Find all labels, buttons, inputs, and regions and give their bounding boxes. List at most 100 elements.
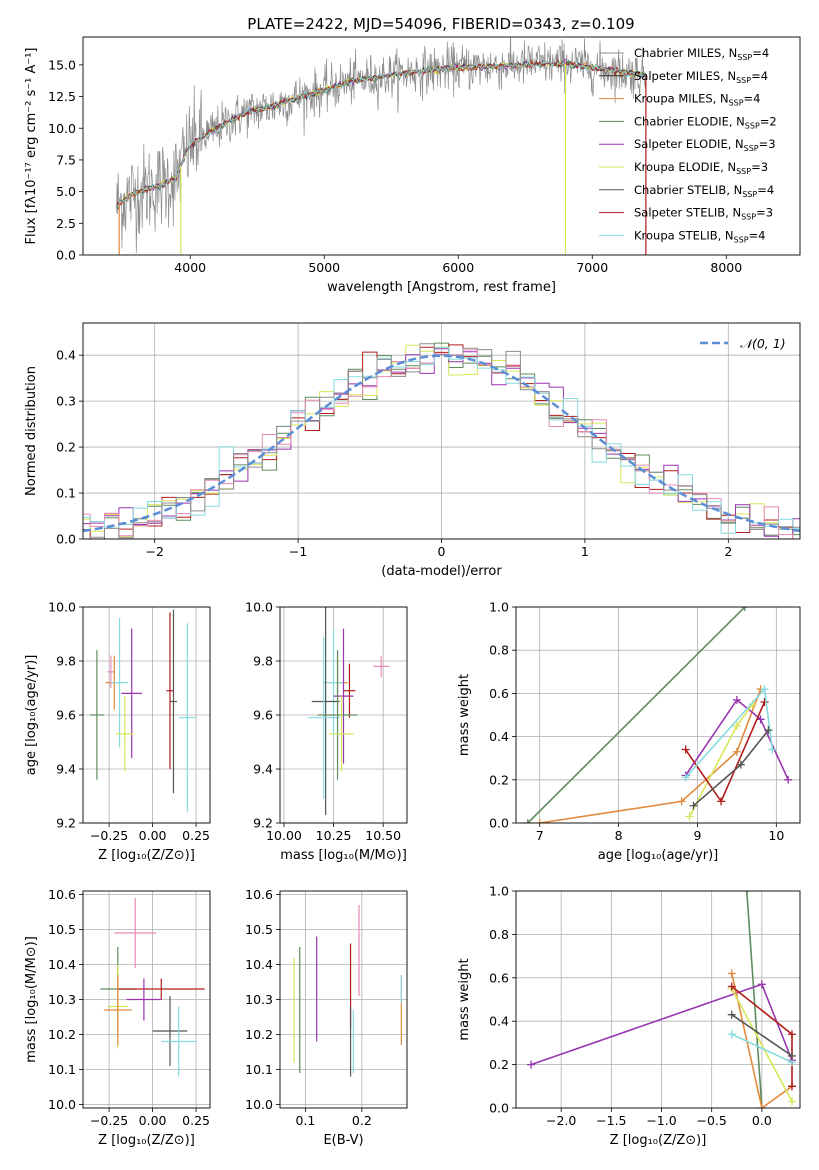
axes-frame <box>82 322 801 540</box>
x-tick-label: −1.5 <box>596 1113 626 1128</box>
y-tick-label: 0.0 <box>489 816 509 831</box>
weight-marker <box>732 747 741 756</box>
x-tick-label: 0.25 <box>182 1113 210 1128</box>
weight-marker <box>768 745 777 754</box>
y-tick-label: 10.6 <box>245 887 273 902</box>
weight-line <box>527 607 746 823</box>
x-tick-label: 4000 <box>174 260 206 275</box>
weight-marker <box>740 607 749 611</box>
x-tick-label: −2.0 <box>546 1113 576 1128</box>
normal-curve <box>83 354 800 533</box>
weight-marker <box>685 812 694 821</box>
y-tick-label: 0.6 <box>489 970 509 985</box>
x-tick-label: 2 <box>724 544 732 559</box>
y-tick-label: 9.8 <box>253 654 273 669</box>
weight-marker <box>784 775 793 784</box>
x-tick-label: 0.00 <box>139 1113 167 1128</box>
weight-line <box>731 1033 793 1064</box>
y-axis-label: age [log₁₀(age/yr)] <box>24 655 39 776</box>
legend-entry: Salpeter ELODIE, NSSP=3 <box>634 137 776 153</box>
weight-marker <box>787 1082 796 1091</box>
y-tick-label: 10.2 <box>48 1027 76 1042</box>
weight-line <box>746 891 763 1108</box>
weight-marker <box>717 797 726 806</box>
x-axis-label: (data-model)/error <box>381 564 502 579</box>
y-tick-label: 10.0 <box>48 121 76 136</box>
y-tick-label: 10.1 <box>245 1062 273 1077</box>
x-tick-label: 8 <box>615 828 623 843</box>
plot-area <box>307 607 390 815</box>
y-tick-label: 9.2 <box>253 816 273 831</box>
plot-area <box>116 37 647 255</box>
legend-entry: Salpeter MILES, NSSP=4 <box>634 69 768 85</box>
x-tick-label: 1 <box>581 544 589 559</box>
weight-marker <box>681 773 690 782</box>
y-tick-label: 0.2 <box>489 1057 509 1072</box>
y-tick-label: 0.0 <box>489 1101 509 1116</box>
y-tick-label: 0.4 <box>489 729 509 744</box>
legend-entry: Kroupa ELODIE, NSSP=3 <box>634 160 768 176</box>
y-tick-label: 12.5 <box>48 89 76 104</box>
y-tick-label: 2.5 <box>56 216 76 231</box>
weight-marker <box>742 891 751 895</box>
model-spectrum-line <box>116 60 646 208</box>
x-tick-label: −0.25 <box>90 828 128 843</box>
weight-marker <box>727 969 736 978</box>
x-axis-label: E(B-V) <box>323 1133 363 1148</box>
weight-line <box>685 687 774 779</box>
weight-marker <box>756 715 765 724</box>
weight-marker <box>764 726 773 735</box>
y-tick-label: 0.0 <box>56 532 76 547</box>
weight-marker <box>527 1060 536 1069</box>
y-tick-label: 10.6 <box>48 887 76 902</box>
axes-frame <box>82 890 211 1109</box>
x-tick-label: 0.25 <box>182 828 210 843</box>
y-tick-label: 0.6 <box>489 686 509 701</box>
y-tick-label: 10.4 <box>245 957 273 972</box>
x-tick-label: 7000 <box>576 260 608 275</box>
y-tick-label: 0.4 <box>56 348 76 363</box>
x-tick-label: 0.00 <box>139 828 167 843</box>
plot-area <box>293 905 402 1077</box>
y-tick-label: 5.0 <box>56 184 76 199</box>
subplot-age_vs_Z: −0.25 0.00 0.25 9.2 9.4 9.6 9.8 10.0 Z [log₁₀(Z/… <box>24 600 211 863</box>
observed-spectrum-line <box>116 37 646 253</box>
y-tick-label: 10.4 <box>48 957 76 972</box>
y-tick-label: 0.8 <box>489 927 509 942</box>
weight-marker <box>677 797 686 806</box>
y-tick-label: 0.2 <box>56 440 76 455</box>
weight-marker <box>757 980 766 989</box>
y-tick-label: 9.6 <box>253 708 273 723</box>
y-tick-label: 10.3 <box>48 992 76 1007</box>
y-tick-label: 0.8 <box>489 643 509 658</box>
axes-frame <box>82 606 211 824</box>
weight-marker <box>681 745 690 754</box>
weight-marker <box>732 695 741 704</box>
y-tick-label: 0.4 <box>489 1014 509 1029</box>
x-axis-label: Z [log₁₀(Z/Z⊙)] <box>98 1133 195 1148</box>
plot-area <box>89 609 197 813</box>
weight-marker <box>787 1030 796 1039</box>
legend-entry: Chabrier MILES, NSSP=4 <box>634 46 769 62</box>
x-axis-label: Z [log₁₀(Z/Z⊙)] <box>610 1133 707 1148</box>
y-tick-label: 9.2 <box>56 816 76 831</box>
x-tick-label: 9 <box>693 828 701 843</box>
x-tick-label: 5000 <box>308 260 340 275</box>
weight-line <box>731 973 793 1108</box>
subplot-mass_vs_Z: −0.25 0.00 0.25 10.0 10.1 10.2 10.3 10.4 10.5 10.… <box>24 887 211 1148</box>
subplot-mass_vs_ebv: 0.1 0.2 10.0 10.1 10.2 10.3 10.4 10.5 10.6 E(B-V) <box>245 887 408 1148</box>
plot-area <box>523 607 793 823</box>
plot-area <box>83 342 800 539</box>
x-tick-label: −0.25 <box>90 1113 128 1128</box>
x-axis-label: mass [log₁₀(M/M⊙)] <box>280 848 407 863</box>
x-tick-label: 8000 <box>710 260 742 275</box>
y-tick-label: 1.0 <box>489 884 509 899</box>
x-tick-label: −1 <box>289 544 307 559</box>
subplot-residuals: −2 −1 0 1 2 0.0 0.1 0.2 0.3 0.4 (data-model)/error… <box>24 322 801 579</box>
y-tick-label: 0.2 <box>489 772 509 787</box>
y-tick-label: 10.0 <box>48 1097 76 1112</box>
weight-marker <box>523 819 532 823</box>
y-tick-label: 10.0 <box>245 1097 273 1112</box>
subplot-weight_vs_age: 7 8 9 10 0.0 0.2 0.4 0.6 0.8 1.0 age [log₁₀(age/yr… <box>457 600 801 863</box>
